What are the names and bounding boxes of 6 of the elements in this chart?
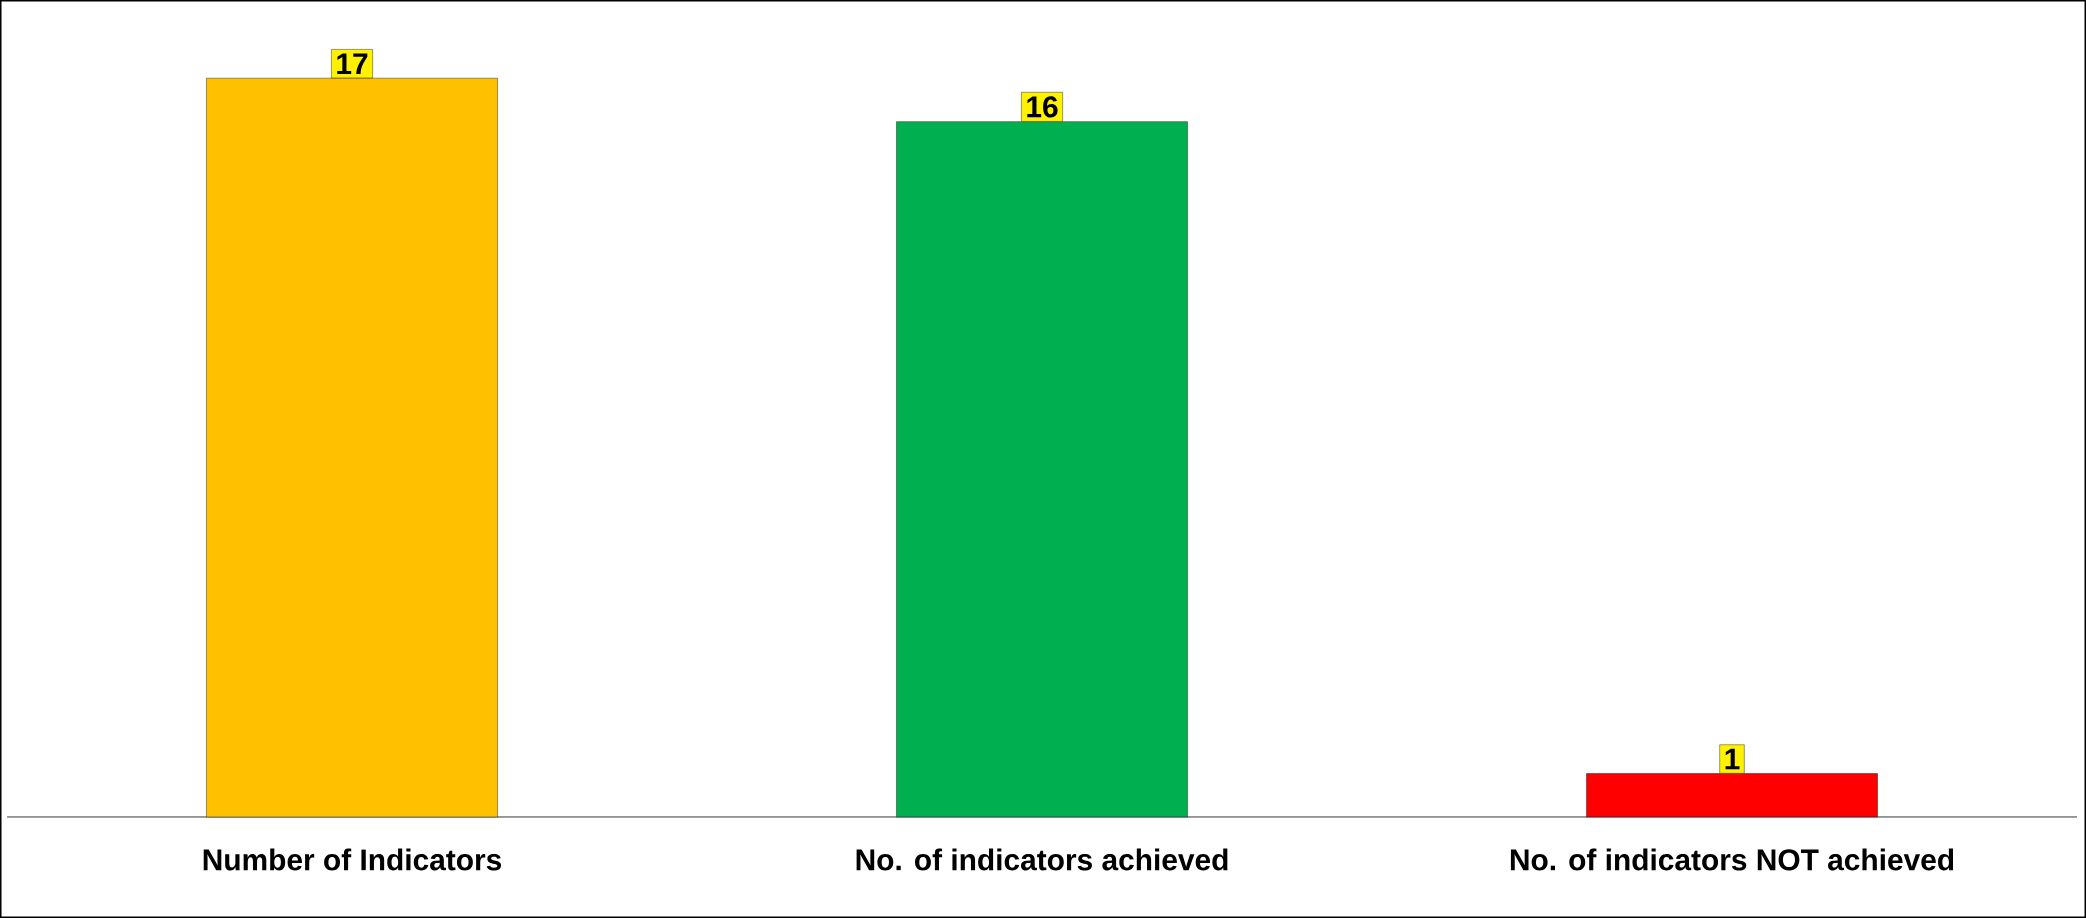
x-tick-label: No. of indicators achieved [856,848,1228,871]
x-tick-label: Number of Indicators [203,848,502,871]
data-label: 17 [337,53,368,74]
data-label: 16 [1027,96,1058,118]
data-label: 1 [1725,748,1740,770]
x-tick-label: No. of indicators NOT achieved [1510,848,1954,871]
